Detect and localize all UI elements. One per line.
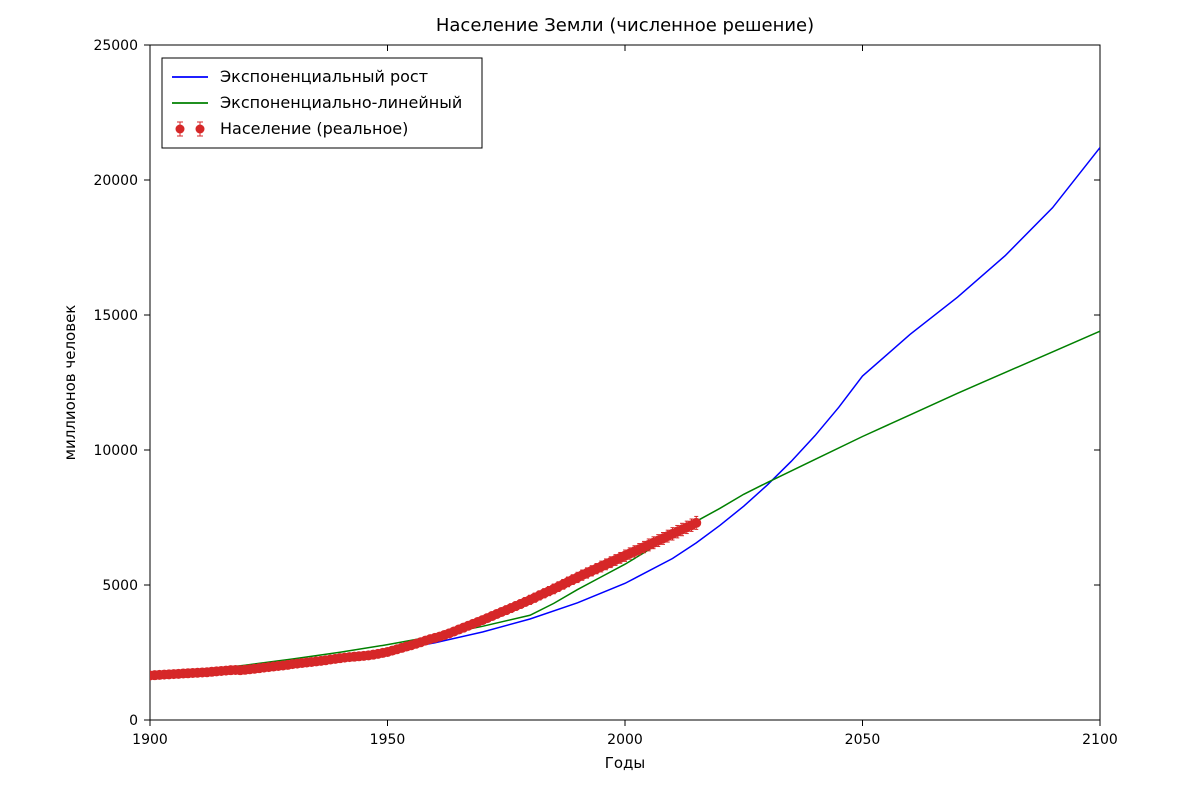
legend: Экспоненциальный рост Экспоненциально-лин… bbox=[162, 58, 482, 148]
y-axis-label: миллионов человек bbox=[61, 305, 79, 461]
x-tick-label: 1950 bbox=[370, 732, 406, 748]
y-tick-label: 10000 bbox=[93, 443, 138, 459]
x-tick-label: 2100 bbox=[1082, 732, 1118, 748]
legend-label: Экспоненциальный рост bbox=[220, 67, 428, 86]
legend-label: Экспоненциально-линейный bbox=[220, 93, 462, 112]
x-tick-label: 1900 bbox=[132, 732, 168, 748]
chart-title: Население Земли (численное решение) bbox=[436, 15, 814, 36]
population-chart: 1900 1950 2000 2050 2100 0 5000 10000 15000 20000… bbox=[0, 0, 1200, 800]
y-tick-label: 5000 bbox=[102, 578, 138, 594]
x-tick-label: 2050 bbox=[845, 732, 881, 748]
series-scatter-2 bbox=[145, 516, 701, 680]
chart-container: 1900 1950 2000 2050 2100 0 5000 10000 15000 20000… bbox=[0, 0, 1200, 800]
x-tick-label: 2000 bbox=[607, 732, 643, 748]
series-line-0 bbox=[150, 148, 1100, 676]
y-tick-label: 25000 bbox=[93, 38, 138, 54]
y-tick-label: 15000 bbox=[93, 308, 138, 324]
x-axis-label: Годы bbox=[605, 754, 646, 772]
legend-label: Население (реальное) bbox=[220, 119, 408, 138]
plot-area bbox=[145, 148, 1100, 681]
y-tick-label: 20000 bbox=[93, 173, 138, 189]
series-line-1 bbox=[150, 331, 1100, 675]
y-tick-label: 0 bbox=[129, 713, 138, 729]
